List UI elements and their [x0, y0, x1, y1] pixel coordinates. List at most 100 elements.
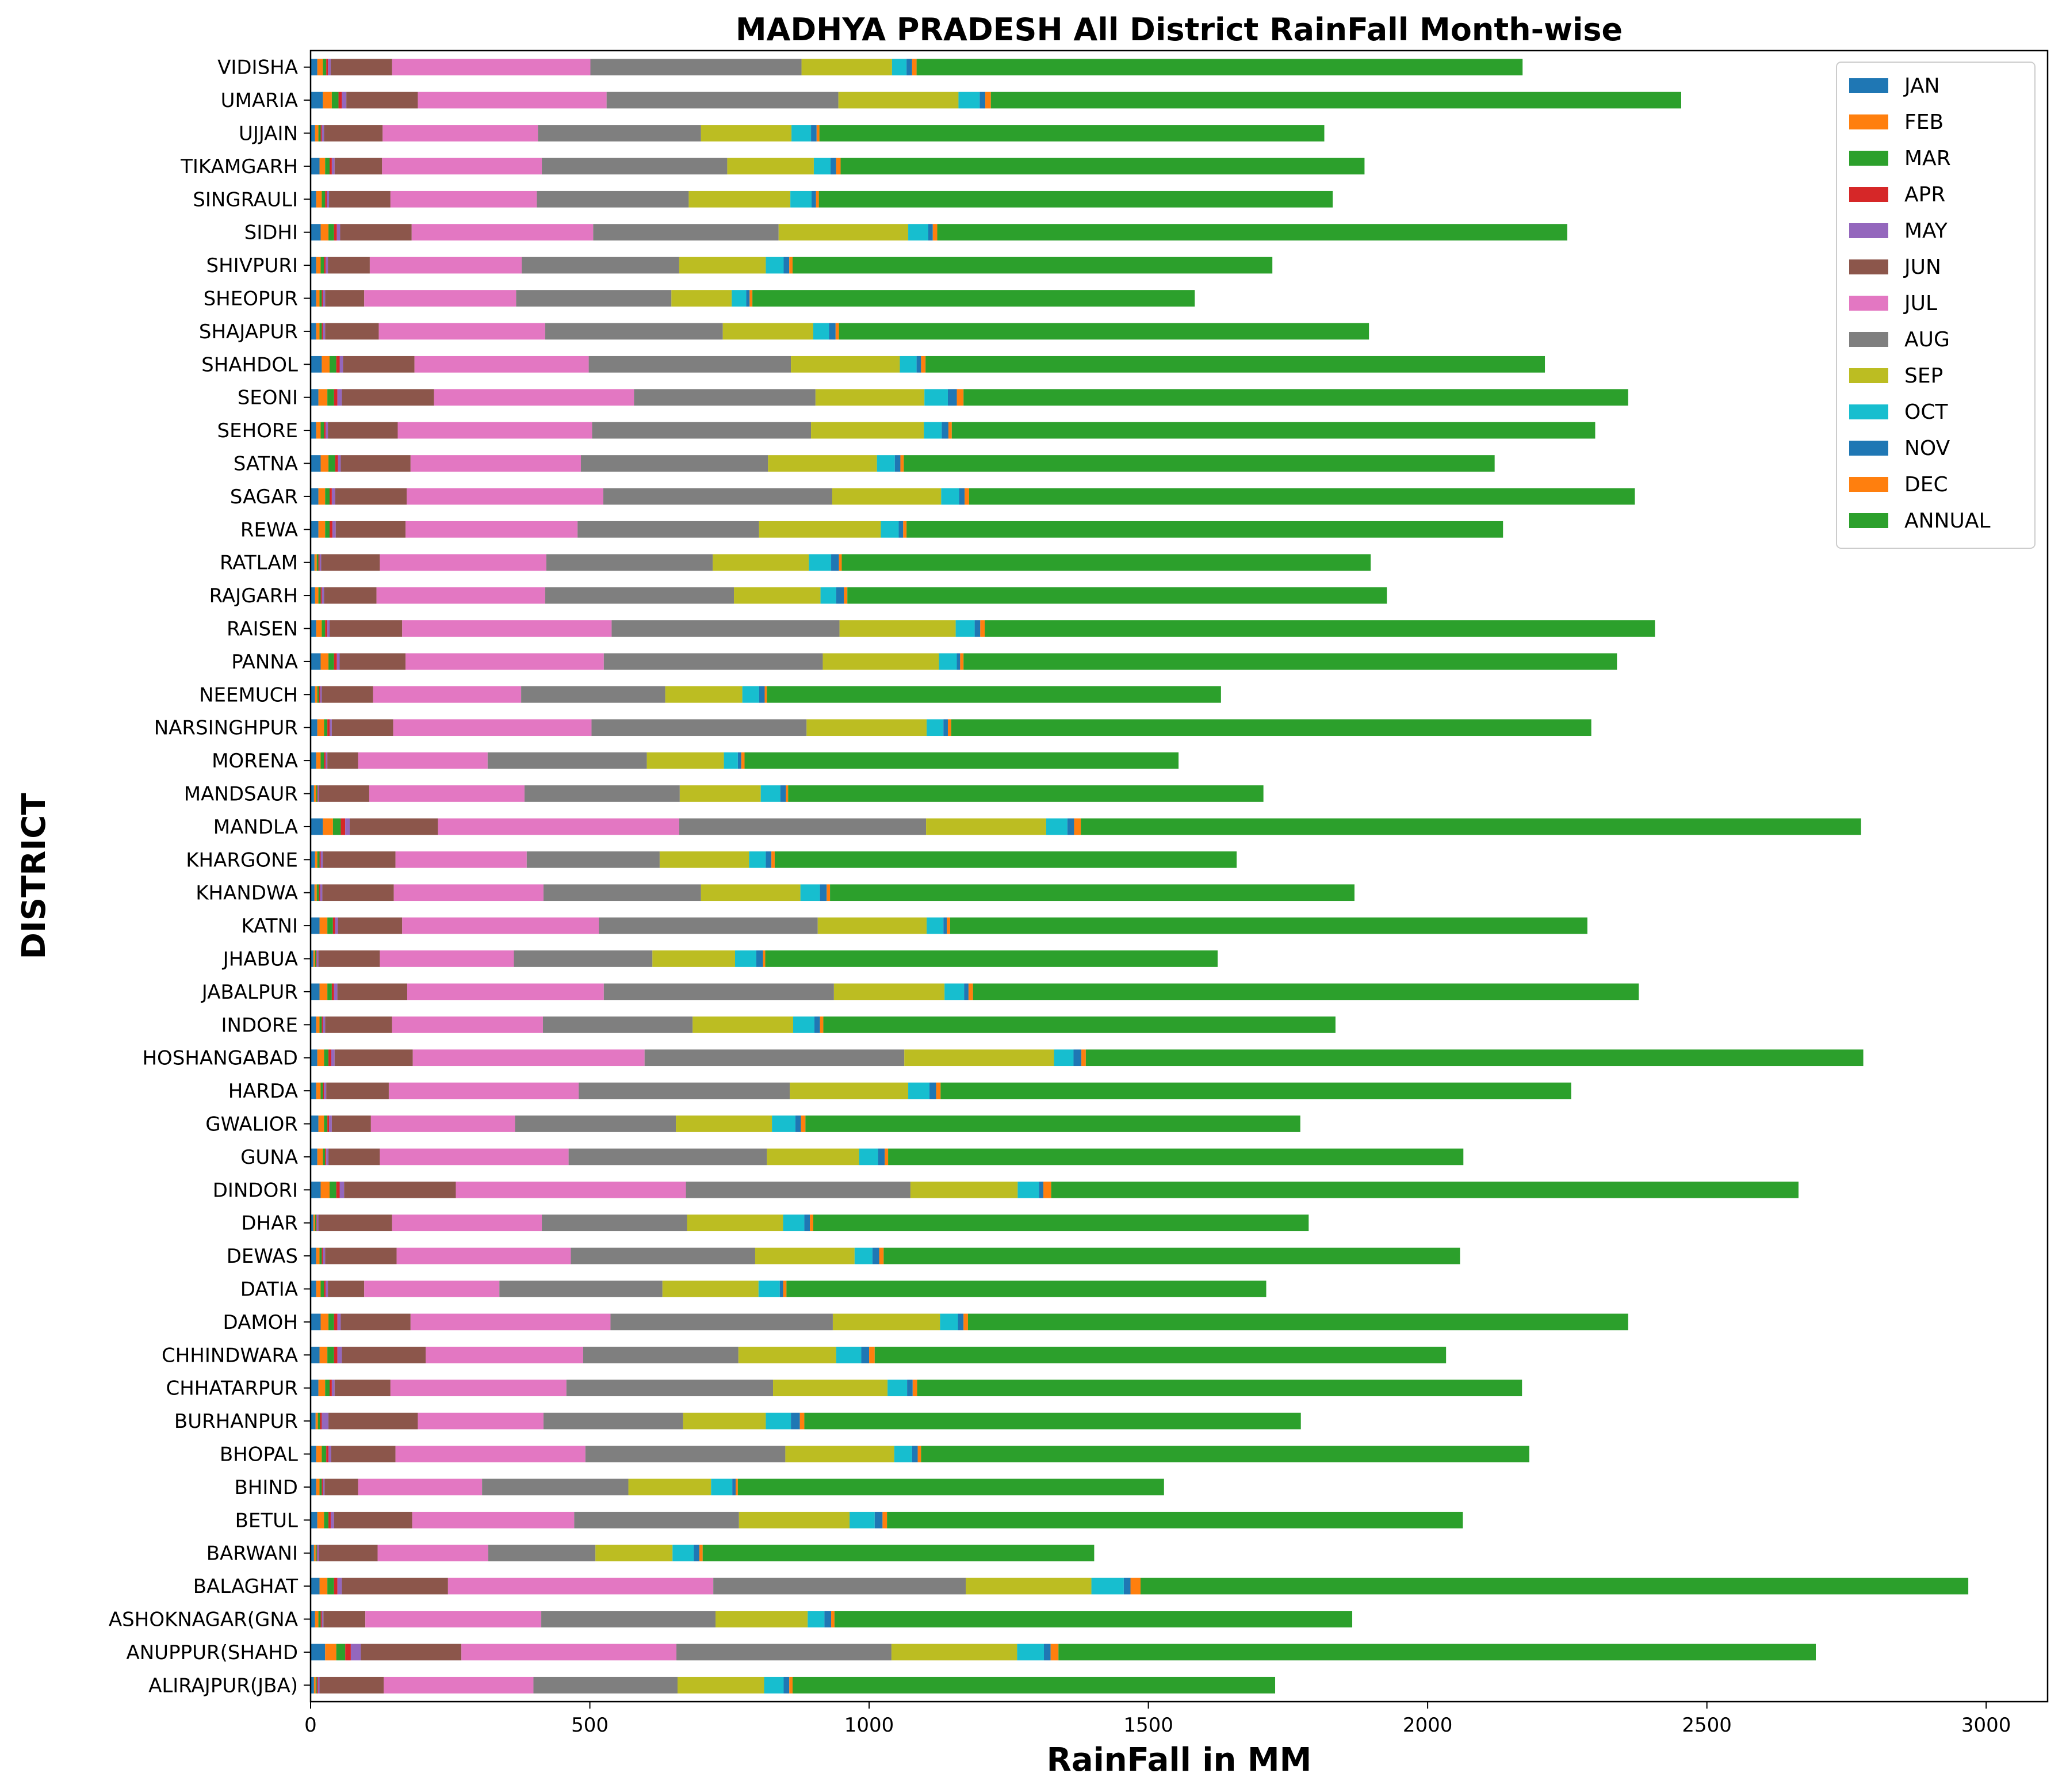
- bar-segment-jul: [380, 1148, 569, 1166]
- y-tick-label: BURHANPUR: [174, 1410, 298, 1433]
- bar-segment-dec: [786, 785, 789, 802]
- bar-segment-jun: [329, 190, 391, 208]
- bar-segment-apr: [319, 851, 321, 868]
- bar-segment-mar: [328, 1313, 334, 1331]
- bar-segment-nov: [861, 1346, 870, 1363]
- bar-segment-sep: [701, 884, 801, 901]
- bar-segment-jun: [319, 785, 369, 802]
- bar-segment-jan: [311, 1577, 320, 1595]
- bar-segment-sep: [891, 1644, 1017, 1661]
- bar-segment-annual: [805, 1115, 1300, 1132]
- bar-segment-aug: [583, 1346, 739, 1363]
- bar-segment-may: [337, 1346, 342, 1363]
- bar-segment-mar: [336, 1644, 346, 1661]
- bar-segment-aug: [603, 983, 834, 1000]
- bar-segment-nov: [766, 851, 772, 868]
- bar-segment-may: [317, 1676, 320, 1694]
- bar-segment-oct: [958, 91, 980, 109]
- bar-segment-dec: [741, 752, 745, 769]
- bar-segment-jan: [311, 1545, 314, 1562]
- y-tick-label: GWALIOR: [205, 1113, 298, 1136]
- y-tick-label: SHAJAPUR: [199, 320, 298, 343]
- y-tick-label: UMARIA: [221, 89, 298, 112]
- bar-segment-mar: [316, 884, 319, 901]
- bar-segment-jan: [311, 323, 316, 340]
- bar-segment-oct: [908, 1082, 929, 1099]
- bar-segment-jun: [328, 1148, 380, 1166]
- bar-segment-mar: [317, 851, 320, 868]
- bar-segment-apr: [330, 521, 332, 538]
- bar-segment-nov: [812, 190, 816, 208]
- bar-segment-feb: [315, 686, 317, 703]
- bar-segment-dec: [827, 884, 831, 901]
- bar-segment-jun: [331, 719, 393, 736]
- y-tick-label: JABALPUR: [201, 981, 298, 1004]
- bar-segment-annual: [1058, 1644, 1816, 1661]
- bar-segment-jan: [311, 950, 313, 967]
- bar-segment-jul: [447, 1577, 714, 1595]
- y-tick-label: REWA: [240, 518, 298, 541]
- bar-segment-oct: [813, 158, 831, 175]
- bar-segment-apr: [322, 290, 323, 307]
- bar-segment-feb: [316, 1247, 320, 1264]
- bar-segment-dec: [1050, 1644, 1059, 1661]
- y-tick-label: DATIA: [240, 1278, 298, 1301]
- bar-segment-jul: [407, 983, 604, 1000]
- bar-segment-annual: [823, 1016, 1336, 1033]
- x-tick-label: 2000: [1403, 1714, 1453, 1737]
- bar-segment-sep: [910, 1181, 1018, 1198]
- bar-segment-mar: [322, 1446, 327, 1462]
- bar-segment-jan: [311, 719, 317, 736]
- bar-segment-nov: [746, 290, 750, 307]
- bar-segment-apr: [323, 1082, 324, 1099]
- bar-segment-oct: [892, 59, 907, 76]
- bar-segment-aug: [590, 59, 802, 76]
- bar-segment-apr: [316, 950, 317, 967]
- bar-segment-annual: [951, 719, 1591, 736]
- bar-segment-nov: [804, 1214, 810, 1232]
- bar-segment-annual: [839, 323, 1369, 340]
- bar-segment-mar: [320, 752, 324, 769]
- bar-segment-sep: [738, 1346, 836, 1363]
- bar-segment-apr: [322, 1016, 323, 1033]
- bar-segment-jun: [322, 686, 373, 703]
- bar-segment-annual: [847, 587, 1387, 604]
- bar-segment-jun: [335, 521, 406, 538]
- bar-segment-annual: [788, 785, 1264, 802]
- bar-segment-jun: [324, 125, 383, 142]
- bar-segment-oct: [900, 356, 917, 373]
- bar-segment-sep: [759, 521, 881, 538]
- bar-segment-jan: [311, 455, 321, 472]
- bar-segment-annual: [774, 851, 1237, 868]
- bar-segment-dec: [783, 1281, 787, 1297]
- bar-segment-may: [335, 917, 338, 934]
- bar-segment-jun: [349, 818, 438, 835]
- bar-segment-aug: [585, 1446, 786, 1462]
- bar-segment-sep: [811, 422, 924, 439]
- bar-segment-sep: [904, 1049, 1054, 1067]
- bar-segment-nov: [959, 488, 965, 505]
- bar-segment-nov: [898, 521, 904, 538]
- y-tick-label: SEONI: [238, 387, 298, 410]
- bar-segment-aug: [611, 620, 840, 637]
- y-tick-label: MANDSAUR: [184, 783, 298, 806]
- bar-segment-annual: [793, 257, 1273, 274]
- bar-segment-feb: [323, 91, 332, 109]
- bar-segment-jan: [311, 1478, 316, 1496]
- bar-segment-jul: [392, 59, 591, 76]
- y-tick-label: ANUPPUR(SHAHD: [126, 1641, 298, 1664]
- bar-segment-dec: [957, 389, 964, 406]
- bar-segment-may: [332, 521, 336, 538]
- bar-segment-aug: [516, 290, 672, 307]
- bar-segment-jun: [344, 1181, 456, 1198]
- bar-segment-sep: [679, 785, 761, 802]
- bar-segment-apr: [336, 356, 340, 373]
- bar-segment-aug: [543, 1412, 683, 1430]
- bar-segment-oct: [1017, 1181, 1039, 1198]
- bar-segment-annual: [874, 1346, 1447, 1363]
- bar-segment-nov: [1123, 1577, 1131, 1595]
- y-tick-label: VIDISHA: [217, 56, 298, 79]
- bar-segment-feb: [320, 653, 329, 670]
- bar-segment-oct: [711, 1478, 733, 1496]
- bar-segment-feb: [318, 1115, 324, 1132]
